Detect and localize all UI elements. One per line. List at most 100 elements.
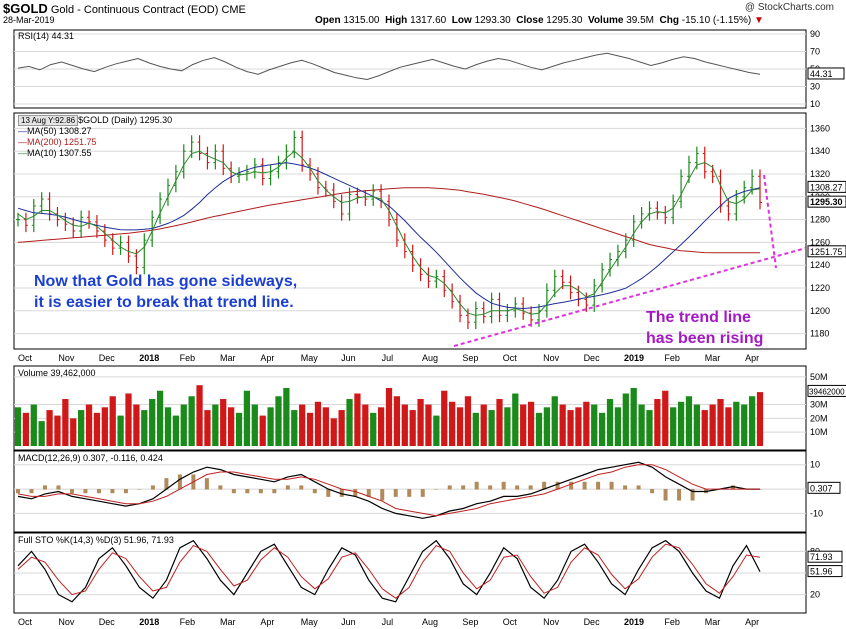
open-value: 1315.00 <box>343 15 380 26</box>
volume-bar <box>314 401 322 446</box>
volume-bar <box>670 407 677 446</box>
volume-bar <box>606 399 614 446</box>
volume-bar <box>46 410 53 446</box>
volume-last-value: 39462000 <box>809 387 845 396</box>
sto-last-box <box>807 550 843 563</box>
volume-last-box <box>807 384 846 397</box>
volume-bar <box>243 390 251 446</box>
macd-histogram-bar <box>528 485 533 490</box>
price-legend: 13 Aug Y:92.86 $GOLD (Daily) 1295.30 —MA(… <box>18 115 172 159</box>
volume-bar <box>204 410 211 446</box>
macd-histogram-bar <box>353 489 358 497</box>
volume-bar <box>488 410 495 446</box>
x-axis-label-bottom: Jun <box>341 617 356 627</box>
volume-bar <box>125 393 132 446</box>
volume-bar <box>267 407 274 446</box>
volume-bar <box>599 412 606 446</box>
macd-histogram-bar <box>582 481 587 490</box>
rsi-last-value: 44.31 <box>810 69 833 79</box>
high-value: 1317.60 <box>410 15 447 26</box>
annotation-sideways-line1: Now that Gold has gone sideways, <box>34 273 298 290</box>
chg-label: Chg <box>659 15 679 26</box>
down-arrow-icon: ▼ <box>754 15 764 26</box>
volume-bar <box>346 399 353 446</box>
x-axis-label-top: Mar <box>220 353 236 363</box>
volume-bar <box>172 415 179 446</box>
volume-bar <box>235 412 243 446</box>
x-axis-label-top: Nov <box>543 353 560 363</box>
volume-bar <box>622 393 629 446</box>
legend-ma10: —MA(10) 1307.55 <box>18 148 92 158</box>
volume-bar <box>330 418 337 446</box>
price-tick-label: 1340 <box>810 146 830 156</box>
volume-bar <box>259 415 266 446</box>
x-axis-label-top: Oct <box>18 353 33 363</box>
volume-label: Volume <box>588 15 624 26</box>
volume-bar <box>614 407 622 446</box>
volume-bar <box>520 404 527 446</box>
x-axis-label-top: Dec <box>99 353 116 363</box>
volume-bar <box>93 412 101 446</box>
x-axis-label-top: Oct <box>503 353 518 363</box>
volume-bar <box>693 404 700 446</box>
volume-bar <box>117 415 124 446</box>
stochastic-title: Full STO %K(14,3) %D(3) 51.96, 71.93 <box>18 535 174 545</box>
price-tick-label: 1180 <box>810 329 829 339</box>
annotation-sideways-line2: it is easier to break that trend line. <box>34 294 294 311</box>
macd-title: MACD(12,26,9) 0.307, -0.116, 0.424 <box>18 453 163 463</box>
macd-histogram-bar <box>272 489 277 494</box>
x-axis-label-bottom: Dec <box>99 617 116 627</box>
rsi-tick-label: 70 <box>810 47 820 57</box>
macd-histogram-bar <box>731 485 736 490</box>
macd-histogram-bar <box>380 489 385 501</box>
macd-histogram-bar <box>83 489 88 494</box>
macd-histogram-bar <box>542 481 547 490</box>
volume-bar <box>630 387 637 446</box>
macd-histogram-bar <box>204 478 209 490</box>
macd-histogram-bar <box>690 489 695 501</box>
x-axis-label-top: Dec <box>584 353 601 363</box>
volume-bar <box>425 404 432 446</box>
macd-tick-label: -10 <box>810 508 823 518</box>
macd-histogram-bar <box>434 489 439 490</box>
volume-bar <box>322 407 329 446</box>
price-panel-title: 13 Aug Y:92.86 $GOLD (Daily) 1295.30 <box>18 115 172 126</box>
volume-bar <box>433 415 440 446</box>
macd-histogram-bar <box>663 489 668 501</box>
sto-d-line <box>17 543 761 599</box>
chg-value: -15.10 (-1.15%) <box>681 15 752 26</box>
x-axis-label-bottom: Jul <box>382 617 394 627</box>
macd-histogram-bar <box>218 485 223 490</box>
volume-bar <box>583 401 590 446</box>
volume-value: 39.5M <box>626 15 654 26</box>
legend-ma200-label: MA(200) 1251.75 <box>27 137 97 147</box>
volume-bar <box>567 410 574 446</box>
macd-histogram-bar <box>137 489 142 490</box>
volume-bar <box>54 415 61 446</box>
brand[interactable]: @ StockCharts.com <box>744 2 834 13</box>
macd-histogram-bar <box>407 489 412 497</box>
volume-bar <box>756 392 764 446</box>
price-box <box>807 180 846 193</box>
macd-histogram-bar <box>474 481 479 490</box>
macd-histogram-bar <box>299 485 304 490</box>
sto-last-value: 71.93 <box>810 552 833 562</box>
x-axis-label-bottom: Feb <box>180 617 196 627</box>
annotation-sideways: Now that Gold has gone sideways, it is e… <box>34 271 297 313</box>
volume-bar <box>164 407 172 446</box>
close-value: 1295.30 <box>546 15 583 26</box>
price-box-label: 1251.75 <box>810 247 843 257</box>
volume-title: Volume 39,462,000 <box>18 368 96 378</box>
volume-bar <box>354 393 361 446</box>
volume-bar <box>717 399 724 446</box>
macd-last-value: 0.307 <box>810 483 833 493</box>
volume-bar <box>220 399 227 446</box>
volume-tick-label: 10M <box>810 427 828 437</box>
ohlc-readout: Open 1315.00 High 1317.60 Low 1293.30 Cl… <box>315 15 764 26</box>
macd-histogram-bar <box>650 489 655 494</box>
x-axis-label-bottom: May <box>301 617 319 627</box>
x-axis-label-top: Feb <box>664 353 680 363</box>
volume-bar <box>228 407 235 446</box>
macd-histogram-bar <box>150 485 155 490</box>
macd-histogram-bar <box>609 481 614 490</box>
